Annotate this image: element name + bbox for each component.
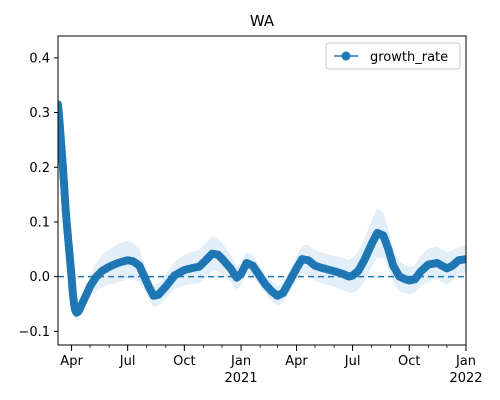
legend-marker <box>341 51 351 61</box>
data-point-527 <box>462 255 466 264</box>
x-tick-label-2: Oct <box>173 354 195 369</box>
legend-box <box>325 42 461 70</box>
y-tick-label-3: 0.2 <box>29 161 50 176</box>
plot-area <box>58 93 466 321</box>
x-tick-label-4: Apr <box>285 354 308 369</box>
y-tick-label-0: −0.1 <box>18 325 50 340</box>
x-tick-label-6: Oct <box>398 354 420 369</box>
x-tick-label-0: Apr <box>60 354 83 369</box>
x-tick-year-3: 2021 <box>224 371 257 386</box>
axes-frame <box>57 35 467 346</box>
legend-label-growth-rate: growth_rate <box>370 50 448 65</box>
chart-title: WA <box>250 12 275 30</box>
y-tick-label-4: 0.3 <box>29 106 50 121</box>
x-tick-label-5: Jul <box>344 354 361 369</box>
series-markers <box>58 100 466 317</box>
x-tick-year-7: 2022 <box>449 371 482 386</box>
legend: growth_rate <box>325 42 461 70</box>
x-tick-label-7: Jan <box>455 354 476 369</box>
y-tick-label-5: 0.4 <box>29 51 50 66</box>
x-tick-label-3: Jan <box>230 354 251 369</box>
x-tick-label-1: Jul <box>119 354 136 369</box>
x-axis: Apr Jul Oct Jan 2021 Apr Jul Oct Jan 2022 <box>60 345 483 386</box>
y-tick-label-2: 0.1 <box>29 215 50 230</box>
y-axis: −0.1 0.0 0.1 0.2 0.3 0.4 <box>18 51 58 340</box>
confidence-band <box>58 93 466 321</box>
y-tick-label-1: 0.0 <box>29 270 50 285</box>
